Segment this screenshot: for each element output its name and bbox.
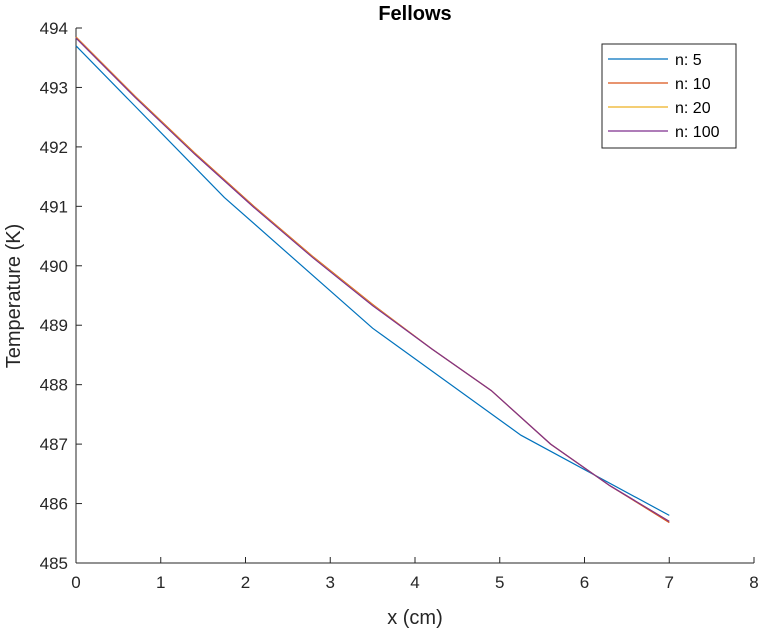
series-line bbox=[75, 37, 670, 522]
y-tick-label: 494 bbox=[40, 19, 68, 38]
x-axis-ticks: 0 1 2 3 4 5 6 7 8 bbox=[71, 557, 759, 592]
series-line bbox=[75, 36, 670, 524]
legend-label: n: 5 bbox=[675, 52, 702, 69]
x-tick-label: 0 bbox=[71, 573, 80, 592]
legend: n: 5 n: 10 n: 20 n: 100 bbox=[601, 43, 737, 149]
x-axis-label: x (cm) bbox=[387, 607, 443, 629]
y-axis-label: Temperature (K) bbox=[3, 224, 25, 369]
y-tick-label: 487 bbox=[40, 435, 68, 454]
x-tick-label: 4 bbox=[410, 573, 419, 592]
y-tick-label: 485 bbox=[40, 554, 68, 573]
y-axis-ticks: 485 486 487 488 489 490 491 492 493 494 bbox=[40, 19, 82, 573]
y-tick-label: 491 bbox=[40, 197, 68, 216]
y-tick-label: 493 bbox=[40, 78, 68, 97]
series-lines bbox=[75, 36, 670, 524]
x-tick-label: 1 bbox=[156, 573, 165, 592]
legend-label: n: 20 bbox=[675, 100, 711, 117]
x-tick-label: 6 bbox=[580, 573, 589, 592]
x-tick-label: 3 bbox=[326, 573, 335, 592]
legend-label: n: 10 bbox=[675, 76, 711, 93]
x-tick-label: 2 bbox=[241, 573, 250, 592]
x-tick-label: 8 bbox=[749, 573, 758, 592]
x-tick-label: 7 bbox=[665, 573, 674, 592]
y-tick-label: 488 bbox=[40, 376, 68, 395]
y-tick-label: 486 bbox=[40, 495, 68, 514]
series-line bbox=[75, 45, 670, 516]
y-tick-label: 492 bbox=[40, 138, 68, 157]
x-tick-label: 5 bbox=[495, 573, 504, 592]
legend-label: n: 100 bbox=[675, 124, 720, 141]
y-tick-label: 489 bbox=[40, 316, 68, 335]
y-tick-label: 490 bbox=[40, 257, 68, 276]
series-line bbox=[75, 37, 670, 522]
chart-title: Fellows bbox=[378, 3, 451, 25]
